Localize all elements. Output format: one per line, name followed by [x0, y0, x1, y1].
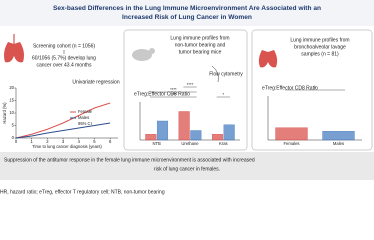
bar — [322, 130, 355, 141]
heading: Lung immune profiles from — [290, 37, 349, 43]
y-tick-label: 0 — [12, 135, 15, 140]
outcome: cancer over 43.4 months — [36, 62, 92, 68]
outcome: 60/1056 (5.7%) develop lung — [32, 55, 96, 61]
panel — [123, 29, 248, 151]
conclusion-band — [0, 152, 374, 180]
bar — [275, 127, 308, 141]
mouse-head — [149, 48, 155, 54]
significance: **** — [187, 82, 194, 87]
bar — [223, 124, 235, 141]
bar-chart: eTreg:Effector CD8 Ratio NTB Urethane Kras *… — [134, 82, 240, 146]
bar — [145, 134, 157, 141]
hazard-line — [15, 122, 111, 139]
ci-label: 95% CI — [78, 121, 92, 126]
lung-icon — [258, 50, 278, 68]
x-tick-label: Urethane — [181, 141, 199, 146]
heading: Lung immune profiles from — [170, 35, 229, 41]
bar — [156, 120, 169, 141]
x-tick-label: NTB — [152, 141, 161, 146]
x-tick-label: 5 — [93, 139, 96, 144]
y-axis-label: Hazard (%) — [2, 102, 7, 124]
lung-icon — [4, 42, 24, 63]
x-tick-label: 3 — [62, 139, 65, 144]
x-tick-label: 2 — [46, 139, 49, 144]
hazard-plot: 0 5 10 15 20 0 1 2 3 4 5 6 Hazard (%) Time to lung ca… — [2, 85, 118, 149]
y-tick-label: 15 — [9, 98, 14, 103]
y-tick-label: 10 — [9, 110, 14, 115]
significance: **** — [170, 92, 177, 97]
significance: **** — [170, 87, 177, 92]
footnote: HR, hazard ratio; eTreg, effector T regu… — [0, 189, 165, 195]
graphical-abstract: Sex-based Differences in the Lung Immune… — [0, 0, 374, 195]
x-tick-label: 1 — [31, 139, 34, 144]
conclusion: risk of lung cancer in females. — [154, 166, 220, 172]
legend-label: Female — [78, 109, 93, 114]
title: Sex-based Differences in the Lung Immune… — [53, 5, 321, 12]
significance: * — [223, 92, 225, 97]
bar — [190, 130, 202, 141]
panel — [251, 29, 373, 151]
x-axis-label: Time to lung cancer diagnosis (years) — [32, 144, 102, 149]
x-tick-label: Males — [333, 141, 344, 146]
x-tick-label: 4 — [78, 139, 81, 144]
legend-label: Males — [78, 115, 89, 120]
title-band — [0, 0, 374, 26]
significance: * — [314, 85, 316, 90]
heading: non-tumor bearing and — [175, 42, 226, 48]
chart-title: eTreg:Effector CD8 Ratio — [262, 85, 318, 91]
bar — [178, 111, 190, 141]
x-tick-label: Kras — [219, 141, 228, 146]
arrow — [211, 65, 219, 83]
mouse-icon — [132, 49, 152, 61]
page: {"header": {"title_lines": ["Sex-based D… — [0, 0, 374, 196]
bar — [211, 134, 224, 141]
heading: bronchoalveolar lavage — [294, 44, 346, 50]
method: Univariate regression — [72, 79, 119, 85]
heading: tumor bearing mice — [179, 49, 222, 55]
y-tick-label: 20 — [9, 85, 14, 90]
title: Increased Risk of Lung Cancer in Women — [122, 14, 252, 21]
x-tick-label: Females — [283, 141, 299, 146]
chart-title: eTreg:Effector CD8 Ratio — [134, 91, 190, 97]
x-tick-label: 0 — [15, 139, 18, 144]
x-tick-label: 6 — [109, 139, 112, 144]
bar-chart: eTreg:Effector CD8 Ratio Females Males * — [262, 85, 362, 146]
y-tick-label: 5 — [12, 123, 15, 128]
hazard-line — [15, 102, 111, 139]
heading: samples (n = 81) — [301, 51, 339, 57]
method: Flow cytometry — [209, 71, 243, 77]
conclusion: Suppression of the antitumor response in… — [4, 157, 255, 163]
cohort: Screening cohort (n = 1056) — [33, 43, 95, 49]
